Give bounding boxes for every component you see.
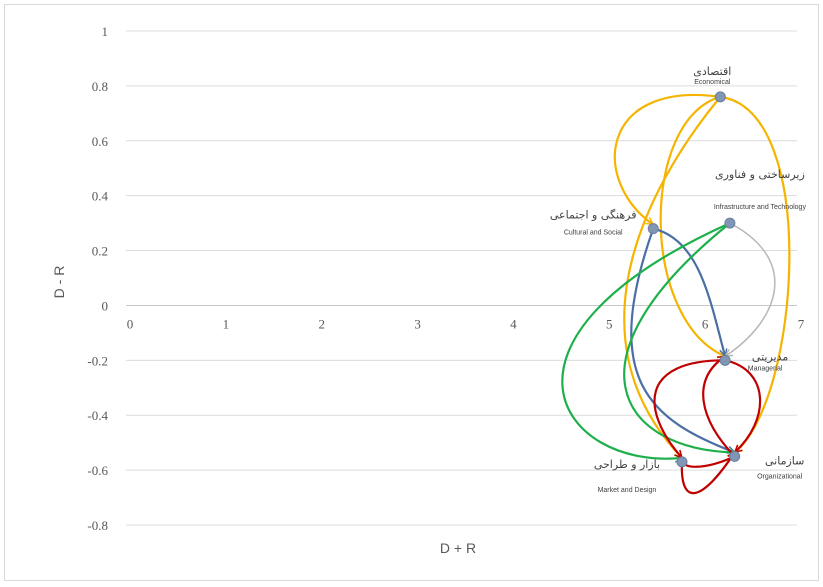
x-tick-label: 0 [127, 316, 134, 331]
relation-arrow-managerial-to-organizational [724, 359, 762, 452]
y-tick-label: -0.4 [87, 408, 108, 423]
relation-arrow-economic-to-organizational [720, 95, 791, 453]
point-label-en-market: Market and Design [598, 487, 657, 494]
x-tick-label: 3 [414, 316, 421, 331]
x-tick-label: 1 [223, 316, 230, 331]
point-market [676, 456, 688, 468]
y-tick-labels: -0.8 -0.6 -0.4 -0.2 0 0.2 0.4 0.6 0.8 1 [87, 24, 108, 533]
x-tick-label: 4 [510, 316, 517, 331]
relation-arrow-organizational-to-managerial [702, 355, 736, 458]
point-infra [724, 217, 736, 229]
y-tick-label: 0 [102, 298, 109, 313]
y-tick-label: 1 [102, 24, 109, 39]
x-axis-title: D + R [440, 540, 476, 556]
relation-arrow-economic-to-market [623, 96, 722, 458]
point-label-fa-cultural: فرهنگی و اجتماعی [550, 209, 637, 222]
point-managerial [719, 354, 731, 366]
relation-arrow-economic-to-cultural [613, 94, 721, 225]
point-label-en-managerial: Managerial [748, 365, 783, 372]
point-organizational [729, 450, 741, 462]
point-cultural [647, 223, 659, 235]
point-label-en-economic: Economical [694, 79, 731, 86]
point-label-en-infra: Infrastructure and Technology [714, 204, 807, 211]
relation-arrow-infra-to-managerial [725, 222, 776, 356]
x-tick-label: 7 [798, 316, 805, 331]
y-tick-label: -0.2 [87, 353, 108, 368]
gridlines [126, 30, 797, 526]
relation-arrow-economic-to-managerial [659, 95, 725, 356]
y-tick-label: 0.4 [92, 189, 109, 204]
y-axis-title: D - R [51, 266, 67, 299]
point-label-fa-market: بازار و طراحی [594, 458, 660, 471]
x-tick-label: 5 [606, 316, 613, 331]
relation-arrows [561, 94, 791, 495]
point-label-fa-economic: اقتصادی [693, 65, 731, 78]
x-tick-label: 6 [702, 316, 709, 331]
point-label-en-organizational: Organizational [757, 473, 803, 480]
y-tick-label: 0.6 [92, 134, 109, 149]
relation-arrow-infra-to-organizational [623, 222, 734, 452]
relation-arrow-market-to-organizational [680, 452, 736, 495]
y-tick-label: -0.6 [87, 463, 108, 478]
point-economic [714, 91, 726, 103]
y-tick-label: 0.2 [92, 244, 108, 259]
relation-arrow-managerial-to-market [653, 359, 726, 458]
relation-arrow-infra-to-market [561, 222, 731, 459]
point-label-fa-managerial: مدیریتی [752, 350, 788, 363]
x-tick-label: 2 [318, 316, 325, 331]
point-label-fa-infra: زیرساختی و فناوری [715, 168, 805, 181]
point-label-fa-organizational: سازمانی [765, 454, 804, 467]
y-tick-label: 0.8 [92, 79, 108, 94]
relation-arrow-cultural-to-organizational [630, 228, 734, 453]
relation-arrow-cultural-to-managerial [652, 227, 725, 357]
y-tick-label: -0.8 [87, 518, 108, 533]
point-label-en-cultural: Cultural and Social [564, 230, 623, 237]
x-tick-labels: 0 1 2 3 4 5 6 7 [127, 316, 805, 331]
